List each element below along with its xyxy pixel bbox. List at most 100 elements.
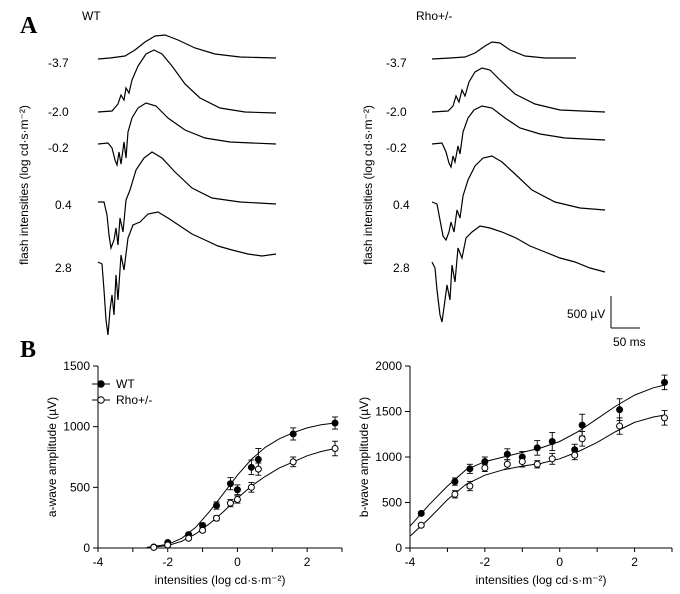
legend-label-wt: WT xyxy=(116,377,135,391)
wt-intensity-label: -2.0 xyxy=(48,105,69,119)
a-wave-point-wt xyxy=(226,480,234,488)
legend-marker-rho xyxy=(97,396,105,404)
b-wave-fit-rho xyxy=(409,414,665,537)
wt-intensity-label: -0.2 xyxy=(48,141,69,155)
rho-trace-5 xyxy=(431,225,606,323)
panel-a-letter: A xyxy=(20,13,38,39)
b-wave-chart: 0 500 1000 1500 2000 -4 -2 0 2 intensities (log c… xyxy=(357,359,673,587)
b-wave-x-tick-label: 2 xyxy=(631,555,638,569)
b-wave-point-rho xyxy=(417,521,425,529)
b-wave-point-rho xyxy=(466,482,474,490)
a-wave-point-rho xyxy=(233,495,241,503)
a-wave-point-rho xyxy=(247,483,255,491)
rho-trace-3 xyxy=(431,105,606,169)
scale-bar-time: 50 ms xyxy=(613,335,646,349)
b-wave-point-rho xyxy=(578,435,586,443)
wt-intensity-label: 2.8 xyxy=(55,261,72,275)
b-wave-point-rho xyxy=(548,455,556,463)
b-wave-x-tick-label: -4 xyxy=(405,555,416,569)
a-wave-y-tick-label: 0 xyxy=(83,541,90,555)
wt-trace-3 xyxy=(97,102,277,168)
b-wave-y-tick-label: 1500 xyxy=(375,405,402,419)
a-wave-y-tick-label: 1500 xyxy=(63,359,90,373)
b-wave-y-tick-label: 0 xyxy=(395,541,402,555)
a-wave-point-rho xyxy=(185,534,193,542)
trace-y-label-left: flash intensities (log cd·s·m⁻²) xyxy=(17,105,31,265)
b-wave-point-rho xyxy=(571,451,579,459)
rho-intensity-label: -3.7 xyxy=(386,56,407,70)
a-wave-point-wt xyxy=(331,419,339,427)
b-wave-y-axis-label: b-wave amplitude (µV) xyxy=(357,397,371,517)
scale-bar-amplitude: 500 µV xyxy=(567,307,605,321)
rho-trace-4 xyxy=(431,155,606,242)
rho-trace-1 xyxy=(431,41,576,60)
b-wave-point-rho xyxy=(481,464,489,472)
wt-trace-4 xyxy=(98,151,277,251)
rho-group-title: Rho+/- xyxy=(416,9,452,23)
b-wave-point-rho xyxy=(533,460,541,468)
a-wave-point-wt xyxy=(289,430,297,438)
legend-label-rho: Rho+/- xyxy=(116,393,152,407)
b-wave-point-wt xyxy=(548,438,556,446)
b-wave-point-rho xyxy=(451,490,459,498)
a-wave-y-axis-label: a-wave amplitude (µV) xyxy=(45,397,59,517)
trace-y-label-right: flash intensities (log cd·s·m⁻²) xyxy=(361,105,375,265)
rho-intensity-label: 0.4 xyxy=(393,198,410,212)
a-wave-point-rho xyxy=(331,445,339,453)
rho-intensity-label: 2.8 xyxy=(393,261,410,275)
a-wave-point-wt xyxy=(213,502,221,510)
wt-group-title: WT xyxy=(82,9,101,23)
a-wave-x-tick-label: -4 xyxy=(93,555,104,569)
b-wave-x-tick-label: -2 xyxy=(480,555,491,569)
a-wave-fit-wt xyxy=(146,422,336,548)
b-wave-point-rho xyxy=(661,414,669,422)
rho-intensity-label: -2.0 xyxy=(386,105,407,119)
b-wave-y-tick-label: 2000 xyxy=(375,359,402,373)
b-wave-point-rho xyxy=(616,422,624,430)
a-wave-chart: 0 500 1000 1500 -4 -2 0 2 intensities (log cd·s·… xyxy=(45,359,343,587)
b-wave-y-tick-label: 500 xyxy=(382,496,402,510)
a-wave-x-tick-label: -2 xyxy=(162,555,173,569)
a-wave-point-rho xyxy=(254,465,262,473)
a-wave-x-tick-label: 0 xyxy=(234,555,241,569)
a-wave-point-rho xyxy=(199,526,207,534)
b-wave-point-wt xyxy=(451,478,459,486)
b-wave-point-wt xyxy=(578,421,586,429)
a-wave-point-rho xyxy=(226,499,234,507)
b-wave-x-tick-label: 0 xyxy=(556,555,563,569)
b-wave-point-wt xyxy=(481,458,489,466)
a-wave-point-wt xyxy=(247,463,255,471)
wt-intensity-label: 0.4 xyxy=(55,198,72,212)
a-wave-point-rho xyxy=(289,458,297,466)
a-wave-point-wt xyxy=(254,455,262,463)
a-wave-point-wt xyxy=(233,486,241,494)
b-wave-point-wt xyxy=(503,450,511,458)
b-wave-point-wt xyxy=(533,444,541,452)
legend: WT Rho+/- xyxy=(92,377,152,407)
wt-trace-5 xyxy=(97,211,277,336)
b-wave-point-rho xyxy=(518,458,526,466)
a-wave-point-rho xyxy=(164,541,172,549)
panel-b-letter: B xyxy=(20,337,36,363)
a-wave-fit-rho xyxy=(146,448,336,549)
a-wave-x-tick-label: 2 xyxy=(304,555,311,569)
b-wave-point-wt xyxy=(466,465,474,473)
rho-trace-2 xyxy=(431,67,606,113)
b-wave-point-wt xyxy=(661,378,669,386)
legend-marker-wt xyxy=(97,380,105,388)
b-wave-point-wt xyxy=(417,509,425,517)
wt-trace-2 xyxy=(97,49,277,114)
wt-trace-1 xyxy=(97,34,277,60)
a-wave-y-tick-label: 1000 xyxy=(63,420,90,434)
b-wave-point-rho xyxy=(503,460,511,468)
a-wave-y-tick-label: 500 xyxy=(70,480,90,494)
b-wave-point-wt xyxy=(616,406,624,414)
b-wave-fit-wt xyxy=(409,384,665,527)
scale-bar xyxy=(610,296,640,329)
a-wave-x-axis-label: intensities (log cd·s·m⁻²) xyxy=(154,573,285,587)
b-wave-x-axis-label: intensities (log cd·s·m⁻²) xyxy=(475,573,606,587)
rho-intensity-label: -0.2 xyxy=(386,141,407,155)
wt-intensity-label: -3.7 xyxy=(48,56,69,70)
b-wave-y-tick-label: 1000 xyxy=(375,450,402,464)
